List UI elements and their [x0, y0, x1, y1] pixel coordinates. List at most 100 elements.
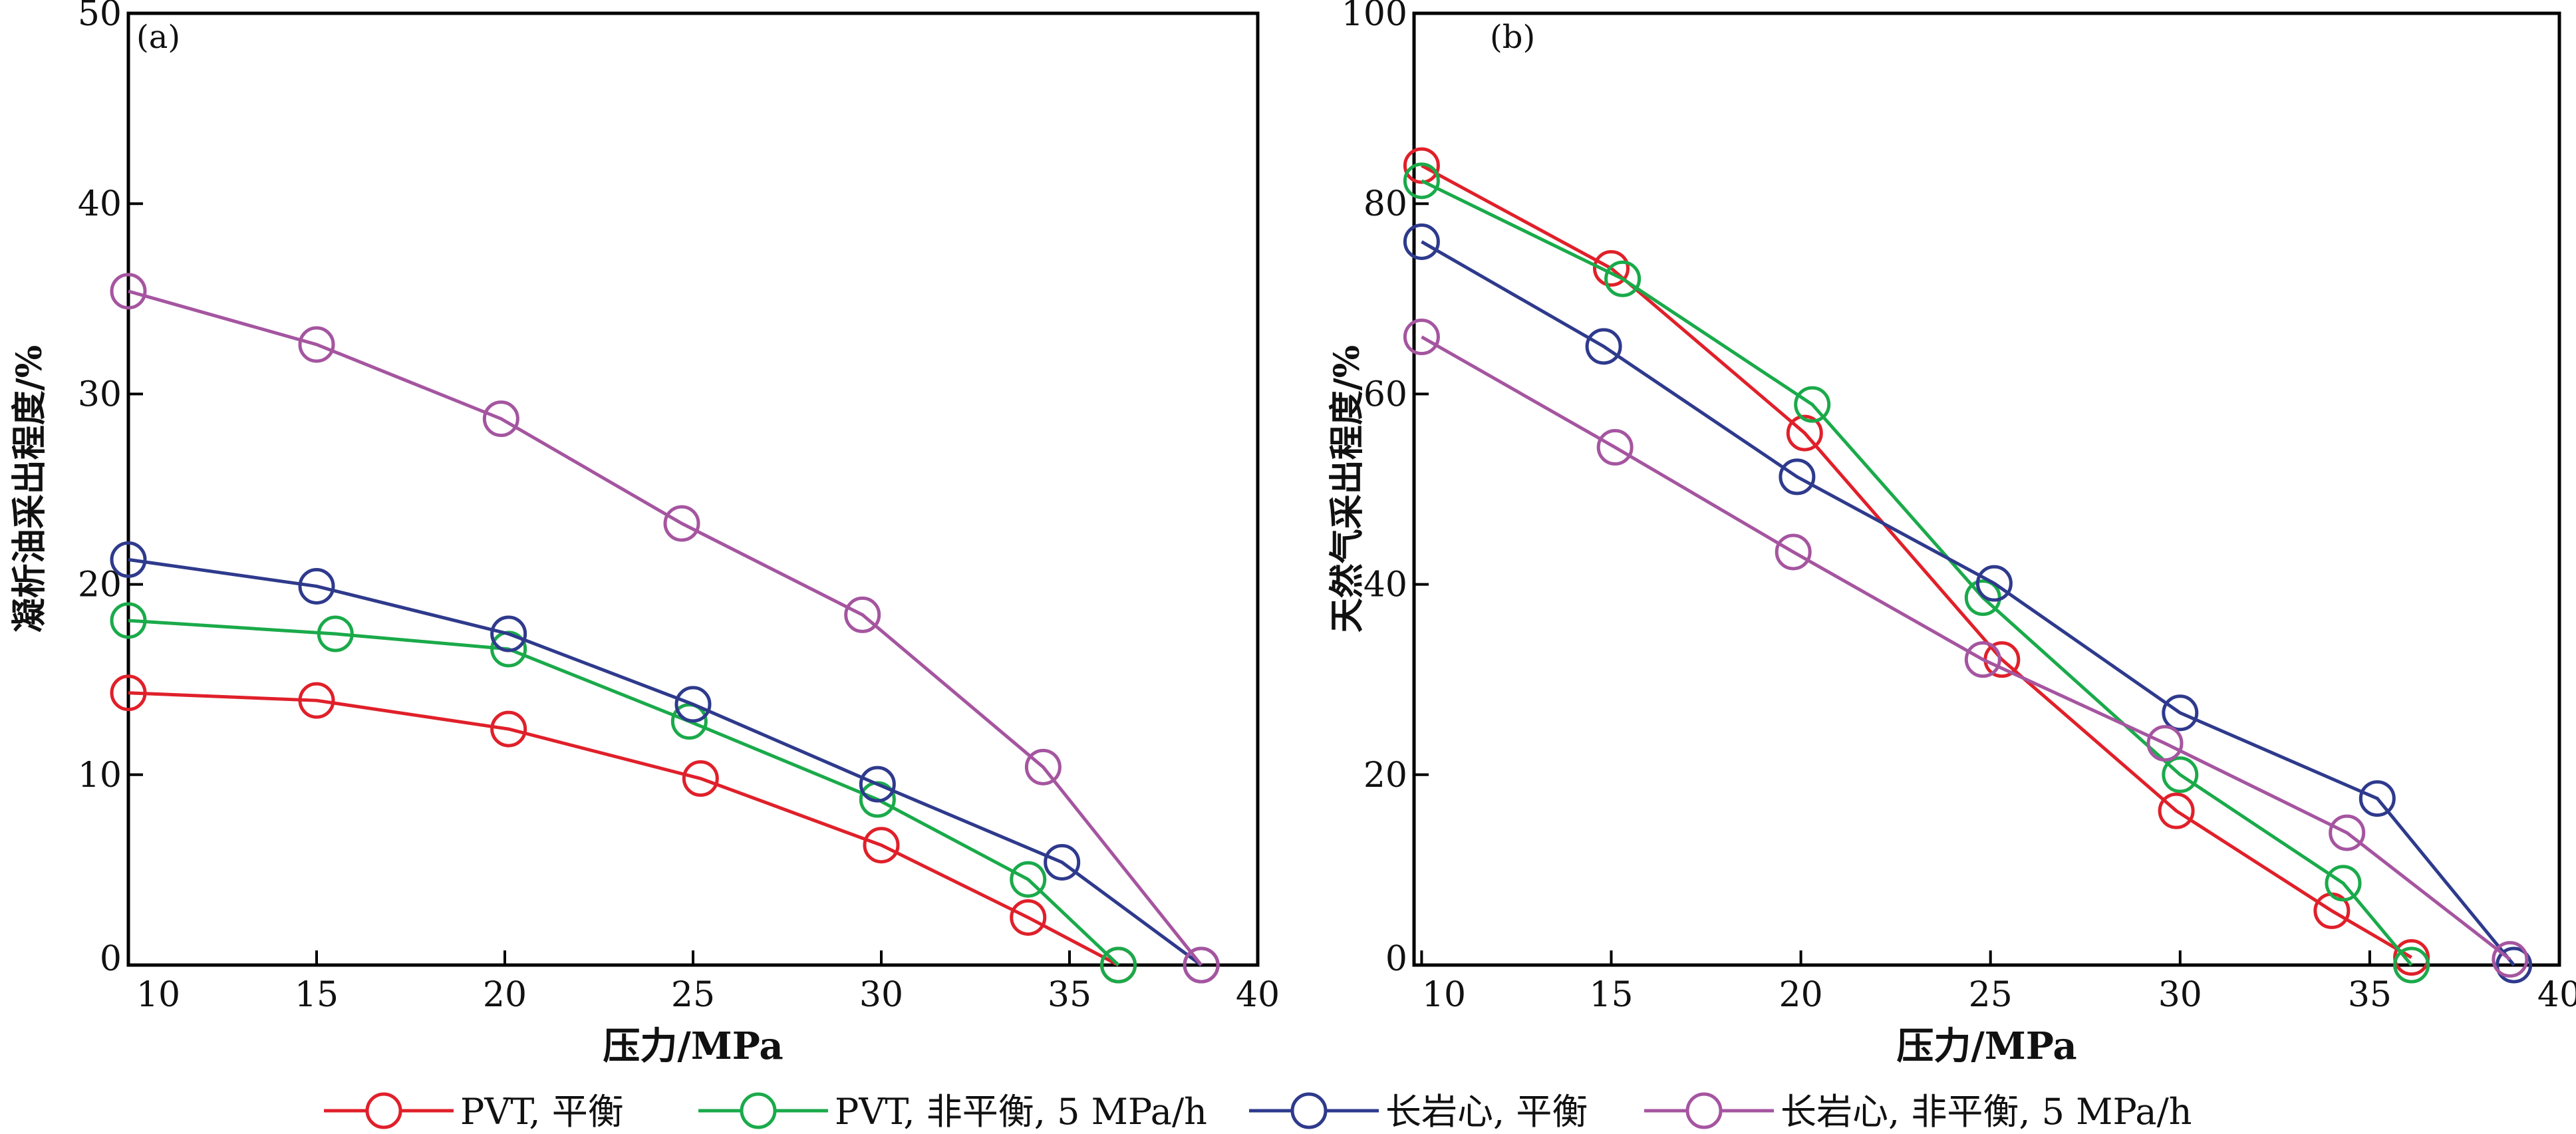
x-tick-label: 15 — [1589, 975, 1633, 1015]
y-tick-label: 100 — [1342, 0, 1407, 34]
data-point-1 — [1794, 386, 1831, 423]
y-tick-label: 0 — [100, 939, 122, 979]
y-tick-label: 0 — [1385, 939, 1407, 979]
data-point-1 — [670, 703, 708, 740]
y-tick-label: 30 — [78, 374, 122, 414]
data-point-1 — [1010, 861, 1047, 898]
legend-item-3: 长岩心, 非平衡, 5 MPa/h — [1644, 1091, 2192, 1133]
data-point-2 — [1044, 843, 1081, 881]
legend-item-0: PVT, 平衡 — [324, 1091, 624, 1133]
data-point-3 — [1183, 946, 1220, 984]
data-point-3 — [1964, 641, 2001, 678]
series-line-2 — [128, 557, 1203, 967]
chart-b: (b) 压力/MPa 天然气采出程度/% 10 15 20 25 30 35 40 0 20 40… — [1327, 0, 2576, 1068]
data-point-0 — [110, 674, 147, 712]
data-point-0 — [863, 827, 900, 864]
legend-marker-icon — [1685, 1092, 1723, 1129]
x-tick-label: 20 — [1779, 975, 1823, 1015]
legend-marker-icon — [365, 1092, 402, 1129]
x-tick-label: 30 — [859, 975, 903, 1015]
data-point-1 — [2393, 946, 2430, 984]
data-point-0 — [298, 682, 335, 719]
data-point-3 — [2492, 940, 2529, 978]
x-tick-label: 20 — [483, 975, 527, 1015]
x-tick-label: 10 — [1422, 975, 1466, 1015]
data-point-0 — [1593, 250, 1630, 287]
data-point-2 — [1403, 223, 1440, 260]
x-axis-label-b: 压力/MPa — [1896, 1024, 2076, 1068]
chart-a: (a) 压力/MPa 凝析油采出程度/% 10 15 20 25 30 35 40 0 10 20… — [9, 0, 1280, 1068]
x-tick-label: 25 — [1969, 975, 2013, 1015]
data-point-0 — [682, 760, 719, 797]
data-point-2 — [110, 541, 147, 578]
data-point-2 — [2496, 946, 2533, 984]
y-tick-label: 20 — [1363, 756, 1407, 795]
legend-label: PVT, 非平衡, 5 MPa/h — [835, 1091, 1207, 1133]
y-tick-label: 20 — [78, 565, 122, 605]
legend-item-2: 长岩心, 平衡 — [1249, 1091, 1588, 1133]
y-tick-label: 10 — [78, 756, 122, 795]
data-point-1 — [1403, 162, 1440, 200]
data-point-3 — [1596, 429, 1634, 466]
data-point-2 — [1779, 458, 1816, 496]
data-point-3 — [110, 273, 147, 310]
series-line-1 — [128, 619, 1120, 966]
y-tick-label: 40 — [1363, 565, 1407, 605]
x-tick-label: 15 — [295, 975, 339, 1015]
series-line-1 — [1421, 179, 2413, 966]
series-line-2 — [1421, 240, 2515, 966]
series-line-3 — [1421, 335, 2511, 961]
x-tick-label: 35 — [1048, 975, 1091, 1015]
data-point-2 — [1585, 328, 1622, 365]
data-point-2 — [859, 766, 896, 803]
y-tick-label: 80 — [1363, 184, 1407, 224]
panel-label-b: (b) — [1490, 19, 1535, 56]
data-point-2 — [298, 567, 335, 605]
data-point-3 — [1024, 748, 1062, 785]
x-tick-label: 30 — [2158, 975, 2202, 1015]
data-point-3 — [1403, 319, 1440, 356]
panel-label-a: (a) — [136, 19, 180, 56]
data-point-0 — [1786, 414, 1823, 452]
data-point-0 — [2158, 792, 2195, 829]
plot-frame — [1412, 11, 2561, 967]
data-point-1 — [1604, 260, 1642, 297]
x-tick-label: 40 — [2537, 975, 2576, 1015]
y-axis-label-a: 凝析油采出程度/% — [9, 345, 50, 633]
data-point-1 — [1100, 946, 1137, 984]
x-tick-label: 35 — [2348, 975, 2392, 1015]
series-line-0 — [128, 691, 1119, 967]
legend-marker-icon — [740, 1092, 777, 1129]
legend-label: 长岩心, 平衡 — [1385, 1091, 1588, 1133]
series-line-0 — [1421, 164, 2412, 959]
y-axis-label-b: 天然气采出程度/% — [1327, 345, 1367, 633]
data-point-1 — [2325, 865, 2362, 902]
data-point-3 — [663, 505, 700, 542]
data-point-3 — [2329, 814, 2366, 851]
data-point-0 — [490, 710, 527, 748]
data-point-0 — [1010, 899, 1047, 936]
data-point-2 — [2359, 780, 2396, 817]
x-tick-label: 25 — [671, 975, 715, 1015]
data-point-3 — [1775, 533, 1812, 571]
data-point-2 — [490, 615, 527, 652]
y-tick-label: 60 — [1363, 374, 1407, 414]
legend-label: 长岩心, 非平衡, 5 MPa/h — [1781, 1091, 2192, 1133]
series-line-3 — [128, 289, 1203, 966]
data-point-3 — [2146, 725, 2184, 762]
data-point-3 — [298, 326, 335, 363]
data-point-1 — [317, 615, 354, 652]
data-point-3 — [844, 596, 881, 633]
x-tick-label: 10 — [136, 975, 180, 1015]
data-point-1 — [2162, 756, 2199, 793]
legend-marker-icon — [1290, 1092, 1328, 1129]
x-axis-label-a: 压力/MPa — [603, 1024, 783, 1068]
data-point-2 — [674, 686, 712, 723]
data-point-3 — [482, 400, 519, 438]
legend-item-1: PVT, 非平衡, 5 MPa/h — [698, 1091, 1207, 1133]
legend: PVT, 平衡 PVT, 非平衡, 5 MPa/h 长岩心, 平衡 长岩心, 非平衡,… — [324, 1091, 2192, 1133]
legend-label: PVT, 平衡 — [460, 1091, 624, 1133]
y-tick-label: 50 — [78, 0, 122, 34]
x-tick-label: 40 — [1236, 975, 1280, 1015]
